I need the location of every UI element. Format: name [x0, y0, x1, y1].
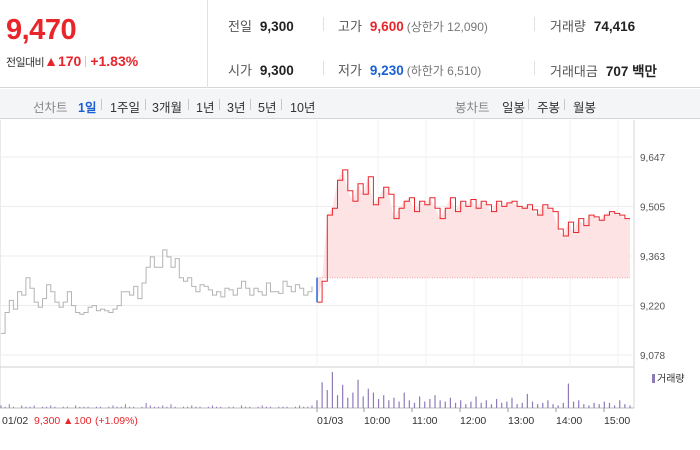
stat-low-label: 저가: [338, 63, 362, 78]
y-tick-label: 9,220: [640, 302, 665, 313]
change-row: 전일대비▲170 +1.83%: [6, 53, 138, 70]
toolbar-divider: [250, 99, 251, 110]
x-tick-label: 01/03: [317, 415, 343, 427]
volume-legend-label: 거래량: [657, 373, 685, 385]
period-1y-button[interactable]: 1년: [196, 101, 215, 115]
prev-day-pct: (+1.09%): [95, 415, 138, 427]
current-price: 9,470: [6, 14, 77, 46]
stat-divider: [323, 17, 324, 31]
change-divider: [85, 56, 87, 67]
change-arrow-icon: ▲: [44, 53, 58, 69]
stat-high: 고가 9,600 (상한가 12,090): [338, 16, 488, 35]
prev-day-price: 9,300: [34, 415, 60, 427]
stat-divider: [323, 61, 324, 75]
candle-chart-label: 봉차트: [455, 101, 490, 115]
current-price-box: 9,470 전일대비▲170 +1.83%: [0, 0, 208, 88]
stat-high-label: 고가: [338, 19, 362, 34]
stat-volume-label: 거래량: [550, 19, 586, 34]
intraday-price-chart: 9,647 9,505 9,363 9,220 9,078 01/03 10:00 11:0…: [0, 120, 685, 427]
stat-prev-close-value: 9,300: [259, 19, 294, 34]
stat-prev-close: 전일 9,300: [228, 16, 294, 35]
stat-open-label: 시가: [228, 63, 252, 78]
change-label: 전일대비: [6, 57, 45, 69]
change-percent: +1.83%: [90, 53, 139, 69]
toolbar-divider: [219, 99, 220, 110]
volume-bars: [0, 372, 631, 408]
prev-day-arrow-icon: ▲: [63, 415, 73, 427]
toolbar-divider: [188, 99, 189, 110]
stat-amount-value: 707 백만: [605, 64, 657, 79]
period-3m-button[interactable]: 3개월: [152, 101, 182, 115]
chart-toolbar: 선차트 1일 1주일 3개월 1년 3년 5년 10년 봉차트 일봉 주봉 월봉: [0, 89, 700, 119]
y-tick-label: 9,647: [640, 153, 665, 164]
candle-weekly-button[interactable]: 주봉: [537, 101, 561, 115]
toolbar-divider: [281, 99, 282, 110]
x-tick-label: 13:00: [508, 415, 534, 427]
price-area-fill: [317, 169, 630, 303]
stat-amount-label: 거래대금: [550, 64, 598, 79]
candle-monthly-button[interactable]: 월봉: [573, 101, 597, 115]
toolbar-divider: [145, 99, 146, 110]
y-tick-label: 9,505: [640, 203, 665, 214]
candle-daily-button[interactable]: 일봉: [502, 101, 526, 115]
stat-low-value: 9,230: [369, 63, 404, 78]
stat-open-value: 9,300: [259, 63, 294, 78]
stat-volume: 거래량 74,416: [550, 16, 635, 35]
stat-open: 시가 9,300: [228, 60, 294, 79]
change-value: 170: [57, 53, 82, 69]
stat-high-value: 9,600: [369, 19, 404, 34]
x-tick-label: 10:00: [364, 415, 390, 427]
prev-day-price-line: [1, 249, 313, 334]
period-5y-button[interactable]: 5년: [258, 101, 277, 115]
prev-day-date: 01/02: [2, 415, 28, 427]
prev-day-change: 100: [74, 415, 92, 427]
x-tick-label: 12:00: [460, 415, 486, 427]
toolbar-divider: [564, 99, 565, 110]
stat-low: 저가 9,230 (하한가 6,510): [338, 60, 481, 79]
quote-header: 9,470 전일대비▲170 +1.83% 전일 9,300 고가 9,600 (상한가…: [0, 0, 700, 88]
current-price-line: [317, 169, 630, 303]
stat-divider: [534, 17, 535, 31]
stat-lower-limit: (하한가 6,510): [406, 64, 482, 78]
volume-legend-swatch: [652, 374, 655, 383]
price-line-layer: [1, 169, 630, 334]
stat-prev-close-label: 전일: [228, 19, 252, 34]
y-tick-label: 9,078: [640, 351, 665, 362]
price-area-layer: [317, 169, 630, 303]
y-tick-label: 9,363: [640, 252, 665, 263]
toolbar-divider: [528, 99, 529, 110]
period-1d-button[interactable]: 1일: [78, 101, 97, 115]
line-chart-label: 선차트: [33, 101, 68, 115]
stat-upper-limit: (상한가 12,090): [406, 20, 488, 34]
stat-volume-value: 74,416: [593, 19, 636, 34]
period-1w-button[interactable]: 1주일: [110, 101, 140, 115]
x-tick-label: 11:00: [412, 415, 438, 427]
x-tick-label: 14:00: [556, 415, 582, 427]
x-axis-labels: 01/03 10:00 11:00 12:00 13:00 14:00 15:00: [316, 408, 630, 427]
x-tick-label: 15:00: [604, 415, 630, 427]
period-10y-button[interactable]: 10년: [290, 101, 316, 115]
period-3y-button[interactable]: 3년: [227, 101, 246, 115]
y-axis-labels: 9,647 9,505 9,363 9,220 9,078: [640, 153, 665, 362]
stat-divider: [534, 61, 535, 75]
toolbar-divider: [101, 99, 102, 110]
stat-amount: 거래대금 707 백만: [550, 60, 657, 80]
